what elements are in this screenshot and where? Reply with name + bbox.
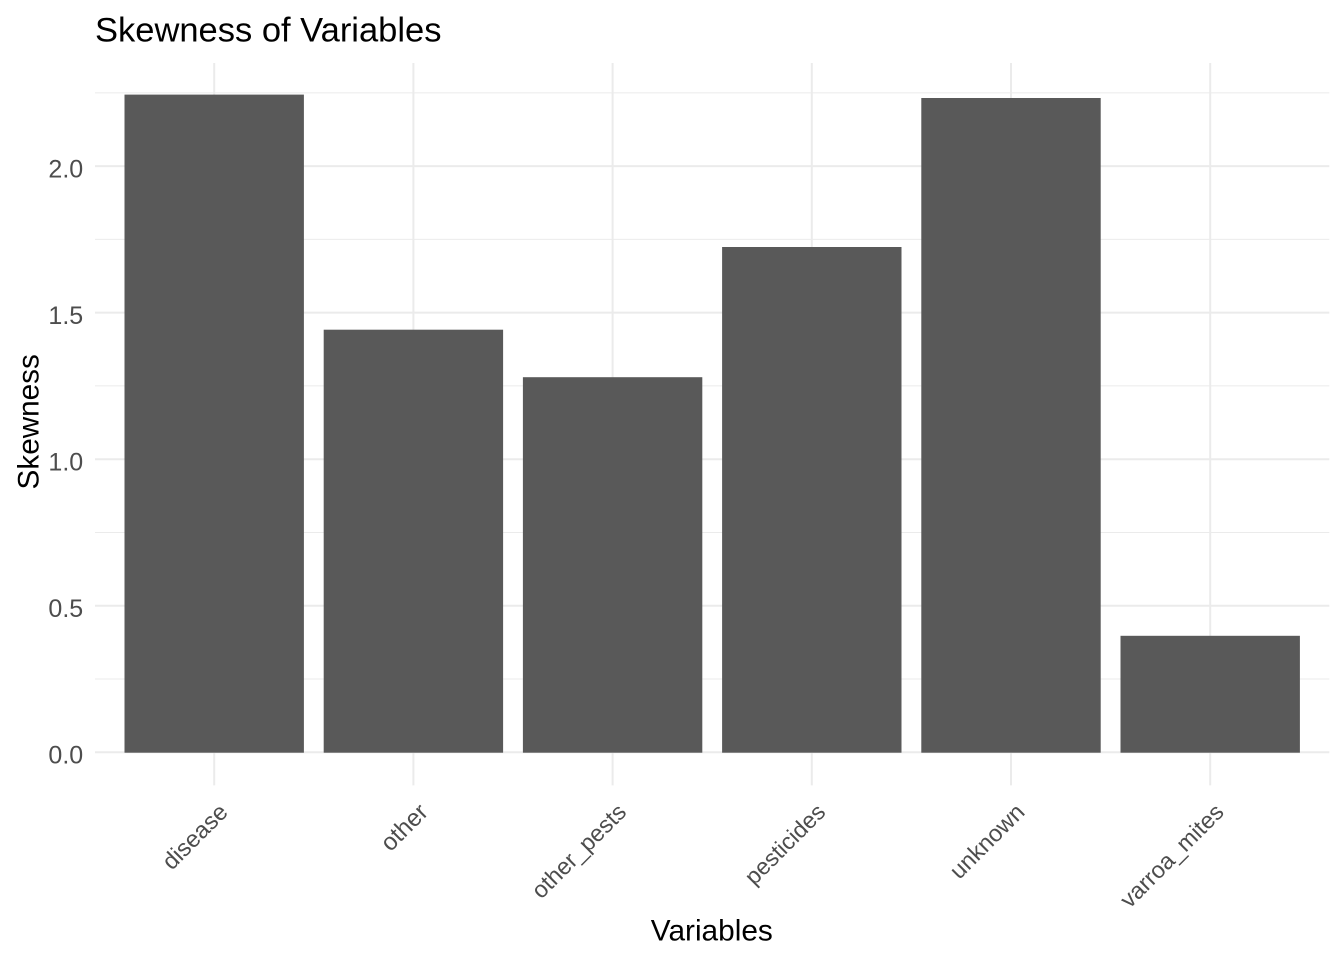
svg-text:1.0: 1.0 (48, 449, 83, 477)
svg-text:2.0: 2.0 (48, 155, 83, 183)
svg-text:0.5: 0.5 (48, 595, 83, 623)
svg-text:Skewness: Skewness (13, 354, 46, 489)
svg-text:1.5: 1.5 (48, 302, 83, 330)
svg-text:Variables: Variables (651, 915, 773, 948)
svg-text:0.0: 0.0 (48, 742, 83, 770)
svg-text:Skewness of Variables: Skewness of Variables (95, 11, 441, 49)
